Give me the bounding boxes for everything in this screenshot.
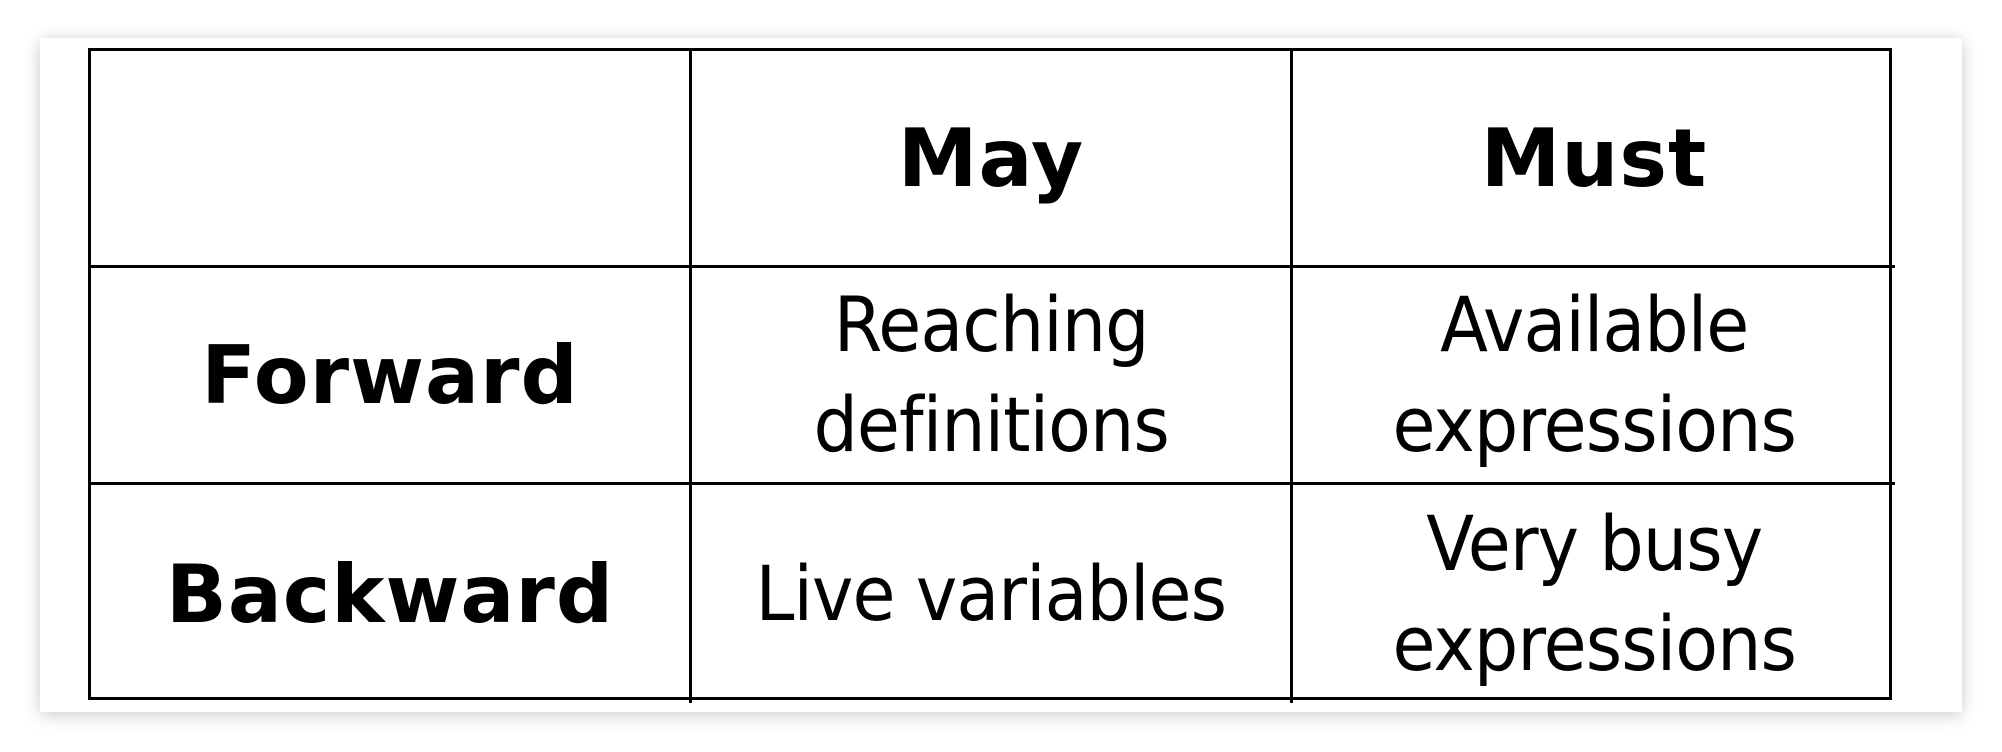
row-label-backward: Backward <box>165 547 615 641</box>
slide-sheet <box>40 38 1962 712</box>
cell-forward-must-line-1: Available <box>1439 280 1749 369</box>
cell-backward-must: Very busy expressions <box>1293 485 1895 703</box>
row-label-cell-backward: Backward <box>91 485 692 703</box>
cell-backward-may: Live variables <box>692 485 1293 703</box>
cell-backward-must-text: Very busy expressions <box>1392 494 1796 694</box>
dataflow-analysis-table: May Must Forward Reaching definitions Av… <box>88 48 1895 703</box>
cell-forward-must-line-2: expressions <box>1392 380 1796 469</box>
cell-backward-may-text: Live variables <box>755 544 1228 644</box>
header-must-label: Must <box>1480 111 1708 205</box>
row-label-forward: Forward <box>201 328 579 422</box>
cell-backward-must-line-2: expressions <box>1392 599 1796 688</box>
cell-backward-must-line-1: Very busy <box>1425 499 1763 588</box>
header-cell-must: Must <box>1293 51 1895 268</box>
header-cell-may: May <box>692 51 1293 268</box>
cell-forward-may-line-2: definitions <box>813 380 1169 469</box>
cell-forward-must-text: Available expressions <box>1392 275 1796 475</box>
cell-forward-may-text: Reaching definitions <box>813 275 1169 475</box>
row-label-cell-forward: Forward <box>91 268 692 485</box>
cell-backward-may-line-1: Live variables <box>755 549 1228 638</box>
header-may-label: May <box>897 111 1085 205</box>
cell-forward-may-line-1: Reaching <box>833 280 1150 369</box>
cell-forward-must: Available expressions <box>1293 268 1895 485</box>
cell-forward-may: Reaching definitions <box>692 268 1293 485</box>
header-corner-cell <box>91 51 692 268</box>
